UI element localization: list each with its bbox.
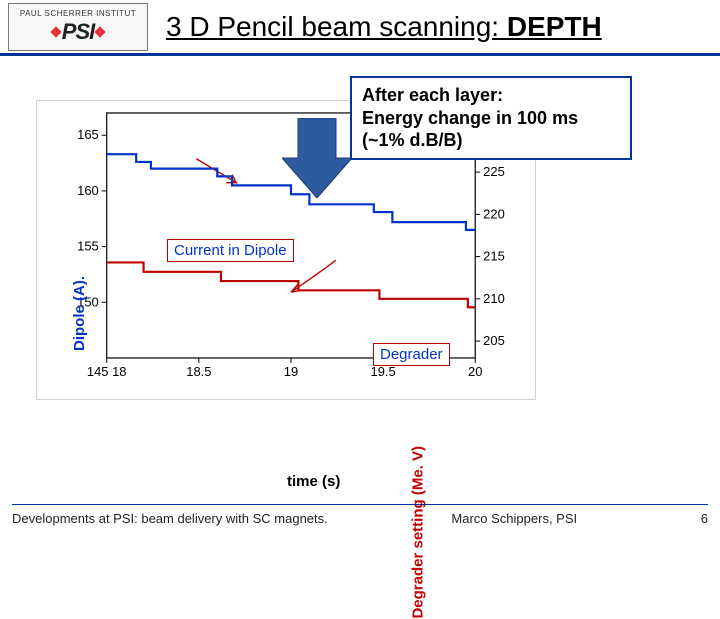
svg-text:18.5: 18.5	[186, 364, 211, 379]
y-right-axis-label: Degrader setting (Me. V)	[410, 446, 427, 619]
series-label-dipole: Current in Dipole	[167, 239, 294, 262]
footer-left: Developments at PSI: beam delivery with …	[12, 511, 328, 526]
footer: Developments at PSI: beam delivery with …	[12, 504, 708, 526]
logo-dot-icon	[95, 26, 106, 37]
title-plain: 3 D Pencil beam scanning:	[166, 11, 507, 42]
svg-text:19.5: 19.5	[371, 364, 396, 379]
series-label-degrader: Degrader	[373, 343, 450, 366]
logo-psi-text: PSI	[62, 19, 94, 45]
svg-text:210: 210	[483, 291, 505, 306]
callout-line3: (~1% d.B/B)	[362, 129, 620, 152]
svg-text:220: 220	[483, 206, 505, 221]
title-bold: DEPTH	[507, 11, 602, 42]
svg-text:155: 155	[77, 239, 99, 254]
callout-line1: After each layer:	[362, 84, 620, 107]
svg-text:215: 215	[483, 249, 505, 264]
svg-text:205: 205	[483, 333, 505, 348]
svg-text:20: 20	[468, 364, 482, 379]
callout-line2: Energy change in 100 ms	[362, 107, 620, 130]
psi-logo: PAUL SCHERRER INSTITUT PSI	[8, 3, 148, 51]
svg-text:145 18: 145 18	[87, 364, 127, 379]
svg-text:19: 19	[284, 364, 298, 379]
header: PAUL SCHERRER INSTITUT PSI 3 D Pencil be…	[0, 0, 720, 56]
svg-text:160: 160	[77, 183, 99, 198]
svg-text:225: 225	[483, 164, 505, 179]
page-title: 3 D Pencil beam scanning: DEPTH	[148, 11, 720, 43]
x-axis-label: time (s)	[287, 473, 340, 490]
svg-text:165: 165	[77, 127, 99, 142]
logo-institute-text: PAUL SCHERRER INSTITUT	[20, 9, 136, 18]
down-arrow-icon	[282, 118, 352, 198]
footer-center: Marco Schippers, PSI	[451, 511, 577, 526]
logo-dot-icon	[50, 26, 61, 37]
y-left-axis-label: Dipole (A).	[71, 276, 88, 351]
callout-energy-change: After each layer: Energy change in 100 m…	[350, 76, 632, 160]
footer-page: 6	[701, 511, 708, 526]
logo-psi-row: PSI	[52, 19, 104, 45]
